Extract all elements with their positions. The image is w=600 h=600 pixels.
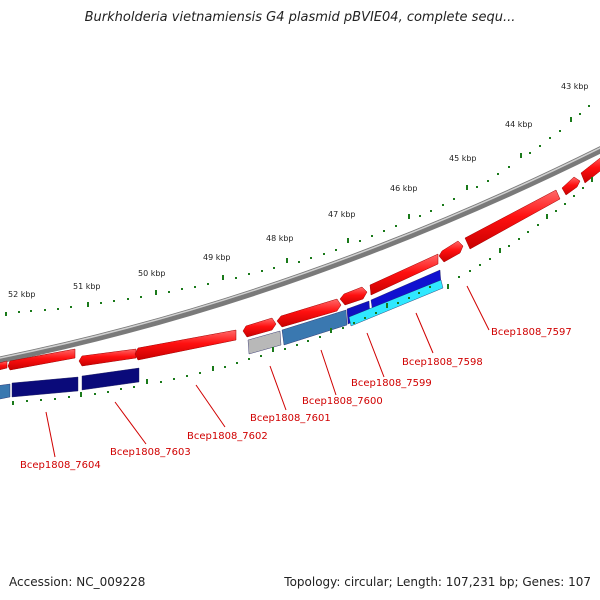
gene-label[interactable]: Bcep1808_7598	[402, 357, 483, 368]
kbp-label-44: 44 kbp	[505, 120, 533, 129]
gene-label[interactable]: Bcep1808_7597	[491, 327, 572, 338]
gene-leader-lines	[45, 285, 490, 458]
kbp-labels: 43 kbp 44 kbp 45 kbp 46 kbp 47 kbp 48 kb…	[8, 82, 589, 299]
gene-arrow[interactable]	[0, 360, 8, 371]
gene-label[interactable]: Bcep1808_7599	[351, 378, 432, 389]
gene-arrow[interactable]	[7, 348, 76, 371]
outer-tick-ring	[5, 105, 590, 316]
kbp-label-49: 49 kbp	[203, 253, 231, 262]
map-title: Burkholderia vietnamiensis G4 plasmid pB…	[84, 10, 516, 25]
kbp-label-46: 46 kbp	[390, 184, 418, 193]
kbp-label-51: 51 kbp	[73, 282, 101, 291]
gene-block[interactable]	[348, 279, 444, 327]
gene-block[interactable]	[11, 376, 79, 398]
gene-block[interactable]	[247, 330, 282, 355]
gene-arrow[interactable]	[276, 298, 342, 328]
gene-label[interactable]: Bcep1808_7602	[187, 431, 268, 442]
gene-arrow[interactable]	[242, 317, 277, 338]
gene-label[interactable]: Bcep1808_7600	[302, 396, 383, 407]
gene-arrow[interactable]	[464, 189, 561, 250]
gene-arrow[interactable]	[134, 329, 237, 361]
gene-label[interactable]: Bcep1808_7603	[110, 447, 191, 458]
kbp-label-50: 50 kbp	[138, 269, 166, 278]
backbone-arc	[0, 146, 600, 364]
gene-block[interactable]	[81, 367, 140, 391]
gene-arrow[interactable]	[580, 155, 600, 184]
gene-arrow[interactable]	[438, 240, 464, 263]
summary-text: Topology: circular; Length: 107,231 bp; …	[284, 575, 591, 589]
forward-strand-genes	[0, 155, 600, 371]
gene-arrow[interactable]	[78, 348, 137, 367]
gene-labels: Bcep1808_7597 Bcep1808_7598 Bcep1808_759…	[20, 327, 572, 471]
gene-arrow[interactable]	[561, 176, 581, 196]
kbp-label-52: 52 kbp	[8, 290, 36, 299]
kbp-label-48: 48 kbp	[266, 234, 294, 243]
gene-block[interactable]	[281, 309, 348, 346]
backbone-highlight	[0, 147, 600, 359]
gene-arrow[interactable]	[339, 286, 368, 306]
inner-tick-ring	[12, 177, 593, 405]
accession-text: Accession: NC_009228	[9, 575, 146, 589]
gene-block[interactable]	[0, 383, 11, 400]
kbp-label-47: 47 kbp	[328, 210, 356, 219]
gene-label[interactable]: Bcep1808_7604	[20, 460, 101, 471]
kbp-label-45: 45 kbp	[449, 154, 477, 163]
kbp-label-43: 43 kbp	[561, 82, 589, 91]
gene-label[interactable]: Bcep1808_7601	[250, 413, 331, 424]
reverse-strand-genes	[0, 269, 444, 400]
gene-arrow[interactable]	[369, 253, 439, 296]
